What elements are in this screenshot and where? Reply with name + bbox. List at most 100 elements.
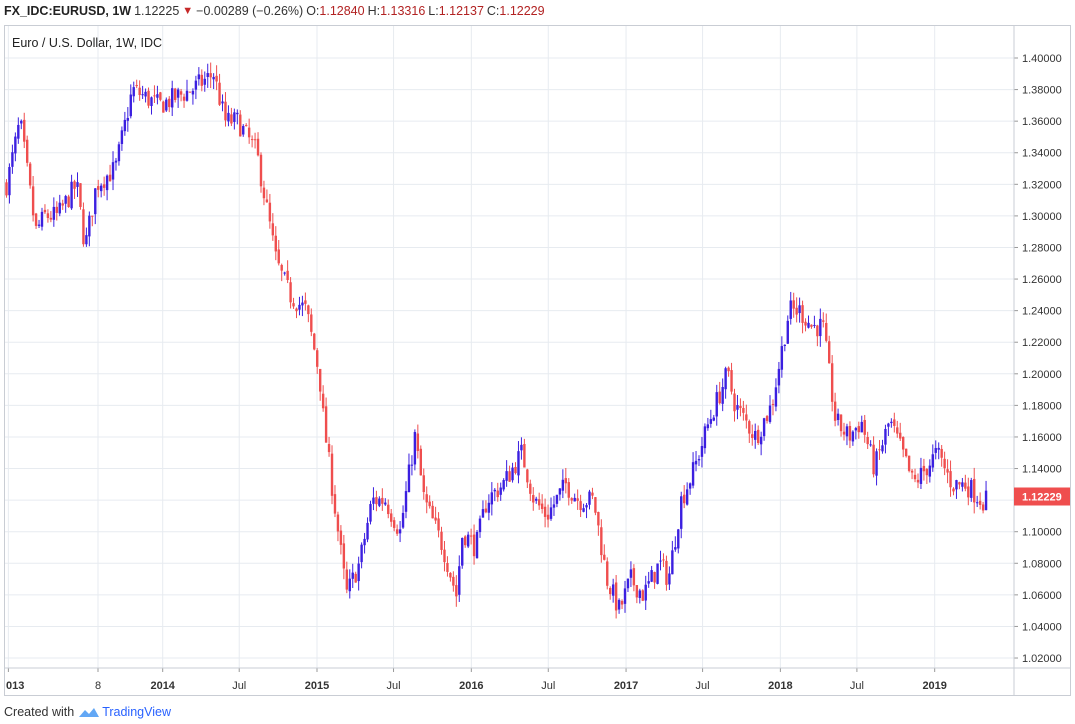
candle-down <box>514 466 517 474</box>
candle-up <box>176 89 180 98</box>
candle-down <box>168 98 171 108</box>
candle-down <box>632 568 636 586</box>
candle-up <box>700 446 704 457</box>
candle-up <box>807 322 810 328</box>
candle-down <box>446 563 449 572</box>
candle-up <box>819 318 822 337</box>
candle-up <box>887 423 890 427</box>
y-tick-label: 1.04000 <box>1022 621 1062 633</box>
candle-up <box>360 544 363 563</box>
candle-up <box>206 73 209 77</box>
candle-up <box>768 405 772 422</box>
candle-up <box>99 185 103 192</box>
candle-up <box>366 522 369 540</box>
candle-down <box>463 536 467 546</box>
symbol-header: FX_IDC:EURUSD, 1W 1.12225 ▼ −0.00289 (−0… <box>4 2 548 20</box>
candle-up <box>490 492 494 505</box>
candle-down <box>940 448 943 458</box>
candle-down <box>564 478 568 484</box>
candle-down <box>250 139 254 141</box>
high-value: 1.13316 <box>380 4 426 18</box>
candle-up <box>511 467 514 481</box>
candle-down <box>916 479 920 483</box>
candle-down <box>733 393 736 412</box>
candle-up <box>721 387 724 404</box>
candle-down <box>804 321 807 326</box>
candle-up <box>668 573 671 585</box>
candle-down <box>943 458 946 469</box>
candle-down <box>529 483 532 494</box>
candle-up <box>955 480 958 490</box>
candle-up <box>298 304 301 310</box>
candle-down <box>600 527 603 556</box>
candle-down <box>431 505 434 519</box>
candle-up <box>221 101 224 104</box>
candle-up <box>552 504 556 508</box>
candle-up <box>677 529 680 549</box>
candle-up <box>37 224 41 226</box>
y-tick-label: 1.24000 <box>1022 306 1062 318</box>
candle-up <box>398 529 402 534</box>
candle-up <box>561 479 565 491</box>
candle-down <box>265 199 269 203</box>
open-value: 1.12840 <box>319 4 365 18</box>
candle-down <box>576 498 579 501</box>
candle-up <box>629 569 633 578</box>
y-tick-label: 1.16000 <box>1022 432 1062 444</box>
candle-up <box>851 431 855 442</box>
candle-down <box>523 444 526 468</box>
candle-down <box>200 74 204 86</box>
candle-up <box>881 445 884 452</box>
candle-up <box>582 508 585 512</box>
candle-down <box>899 432 902 439</box>
y-tick-label: 1.38000 <box>1022 85 1062 97</box>
candle-up <box>212 76 215 80</box>
candle-up <box>156 94 159 98</box>
candle-up <box>123 119 127 132</box>
candle-down <box>730 370 733 392</box>
candle-down <box>336 514 340 532</box>
candle-down <box>387 504 390 515</box>
candle-up <box>919 467 923 484</box>
candle-up <box>242 126 245 135</box>
candle-down <box>419 448 423 476</box>
candle-down <box>46 213 50 218</box>
candle-down <box>828 341 831 364</box>
candle-up <box>961 482 964 487</box>
candle-up <box>165 99 168 111</box>
candle-up <box>233 112 236 122</box>
candle-up <box>493 489 496 492</box>
x-tick-label: 2018 <box>768 680 792 692</box>
candle-down <box>810 324 813 327</box>
candle-down <box>469 535 473 537</box>
candle-up <box>931 454 934 468</box>
candle-up <box>301 302 304 306</box>
candle-down <box>952 488 955 492</box>
candle-up <box>688 483 692 489</box>
candle-up <box>786 320 789 344</box>
grid-layer <box>5 26 1014 668</box>
candle-down <box>449 572 452 578</box>
candle-down <box>922 465 926 472</box>
candle-up <box>458 566 461 595</box>
tradingview-logo[interactable]: TradingView <box>78 705 171 719</box>
candle-up <box>585 505 588 508</box>
candle-up <box>638 590 642 598</box>
candle-down <box>395 529 399 534</box>
candle-up <box>813 324 816 326</box>
candle-down <box>570 498 573 501</box>
candle-down <box>79 183 82 207</box>
chart-frame[interactable] <box>4 25 1071 696</box>
candle-down <box>484 508 488 513</box>
candle-down <box>304 300 307 304</box>
symbol-label[interactable]: FX_IDC:EURUSD, 1W <box>4 4 132 18</box>
candle-down <box>603 554 606 560</box>
candle-up <box>709 419 713 424</box>
candle-down <box>292 303 295 307</box>
candle-down <box>437 518 440 531</box>
candle-up <box>94 188 97 215</box>
candle-down <box>756 429 760 444</box>
candle-down <box>286 270 289 281</box>
last-price: 1.12225 <box>134 4 180 18</box>
